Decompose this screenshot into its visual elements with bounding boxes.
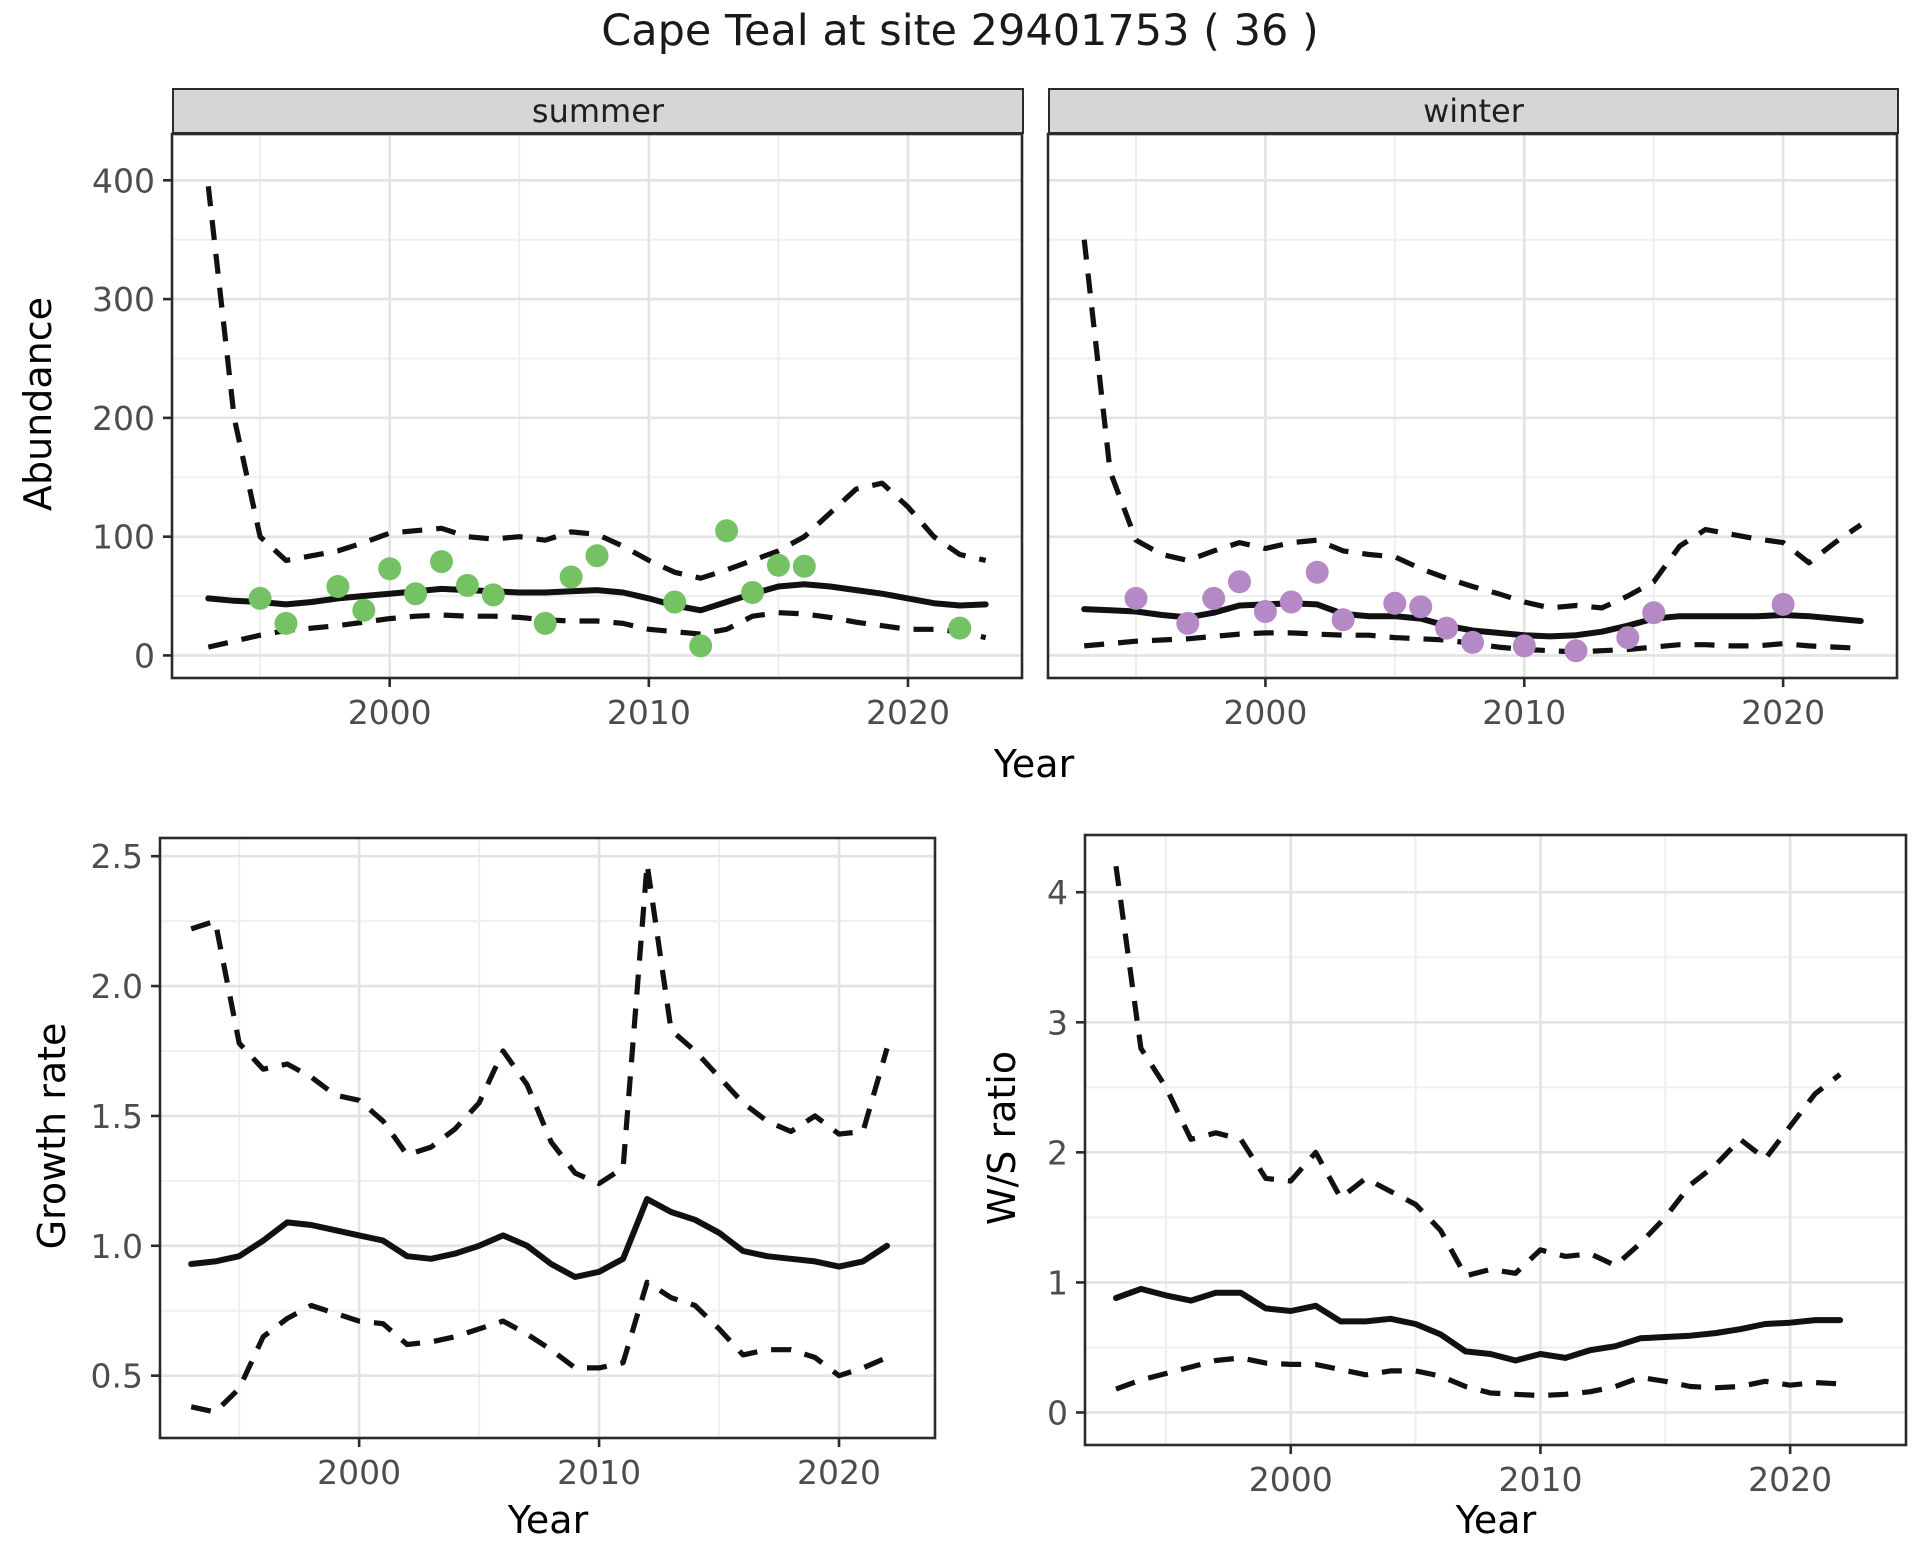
panel-winter-data-point [1228, 570, 1251, 594]
panel-summer-data-point [326, 575, 350, 598]
panel-summer-data-point [559, 565, 583, 589]
panel-summer-data-point [274, 611, 298, 635]
x-axis-title-top: Year [993, 742, 1075, 786]
panel-winter-data-point [1331, 608, 1355, 632]
panel-summer-data-point [663, 590, 687, 614]
panel-winter-border [1046, 132, 1899, 680]
panel-summer-lower-bound-line [207, 610, 987, 650]
panel-winter-data-point [1176, 611, 1200, 635]
y-tick-label: 1 [1047, 1263, 1068, 1302]
y-tick-label: 4 [1047, 873, 1068, 912]
x-tick-label: 2010 [1482, 693, 1566, 732]
x-tick-label: 2000 [1249, 1460, 1333, 1499]
y-tick-label: 1.0 [91, 1227, 143, 1266]
panel-winter-data-point [1305, 560, 1329, 584]
y-tick-label: 1.5 [91, 1097, 143, 1136]
panel-summer-upper-bound-line [205, 186, 987, 581]
x-tick-label: 2000 [317, 1453, 401, 1492]
panel-summer-data-point [378, 557, 402, 581]
panel-growth-upper-bound-line [190, 861, 890, 1187]
panel-winter-data-point [1435, 616, 1459, 640]
y-tick-label: 300 [92, 280, 155, 319]
facet-strip-winter-label: winter [1423, 92, 1524, 130]
panel-winter-fit-line [1081, 600, 1864, 640]
panel-summer-border [170, 132, 1024, 680]
panel-summer-data-point [248, 586, 272, 610]
panel-growth-fit-line [188, 1196, 890, 1280]
x-axis-title-ws-ratio: Year [1455, 1498, 1537, 1542]
y-tick-label: 2.0 [91, 967, 143, 1006]
y-tick-label: 0 [134, 636, 155, 675]
panel-summer-data-point [741, 581, 764, 604]
panel-summer-data-point [715, 519, 739, 543]
facet-strip-summer: summer [172, 88, 1024, 134]
panel-growth-border [158, 836, 937, 1440]
panel-winter-data-point [1124, 586, 1148, 610]
panel-winter-upper-bound-line [1081, 239, 1863, 611]
panel-summer-data-point [792, 554, 816, 578]
panel-summer-data-point [948, 616, 972, 640]
panel-winter-data-point [1512, 634, 1536, 658]
panel-ws-upper-bound-line [1113, 865, 1842, 1279]
panel-winter-data-point [1616, 626, 1640, 650]
y-tick-label: 2.5 [91, 837, 143, 876]
panel-winter-data-point [1564, 639, 1588, 663]
panel-ws-fit-line [1113, 1285, 1844, 1364]
x-tick-label: 2000 [1223, 693, 1307, 732]
x-axis-title-growth-rate: Year [507, 1498, 589, 1542]
panel-summer-data-point [766, 553, 790, 577]
x-tick-label: 2020 [1748, 1460, 1832, 1499]
panel-summer-data-point [481, 583, 505, 607]
panel-ws-lower-bound-line [1115, 1355, 1841, 1399]
panel-summer-data-point [352, 598, 376, 622]
facet-strip-summer-label: summer [531, 92, 665, 130]
x-tick-label: 2020 [1741, 693, 1825, 732]
panel-winter-data-point [1642, 601, 1666, 625]
panel-winter-data-point [1461, 630, 1484, 654]
panel-growth-lower-bound-line [190, 1279, 889, 1415]
y-tick-label: 400 [92, 161, 155, 200]
panel-winter-data-point [1279, 590, 1303, 614]
panel-summer-data-point [430, 550, 453, 574]
x-tick-label: 2010 [557, 1453, 641, 1492]
facet-strip-winter: winter [1048, 88, 1899, 134]
panel-summer-data-point [585, 544, 609, 568]
panel-summer-fit-line [205, 581, 989, 614]
chart-title: Cape Teal at site 29401753 ( 36 ) [601, 6, 1319, 56]
x-tick-label: 2020 [797, 1453, 881, 1492]
panel-winter-data-point [1771, 592, 1795, 616]
panel-winter-data-point [1383, 591, 1407, 615]
panel-summer-data-point [689, 634, 713, 658]
panel-winter-data-point [1409, 595, 1433, 619]
panel-summer-data-point [455, 573, 479, 597]
y-tick-label: 100 [92, 518, 155, 557]
y-tick-label: 0 [1047, 1393, 1068, 1432]
y-tick-label: 200 [92, 399, 155, 438]
panel-summer-data-point [533, 611, 557, 635]
y-tick-label: 2 [1047, 1133, 1068, 1172]
x-tick-label: 2010 [1498, 1460, 1582, 1499]
x-tick-label: 2020 [866, 693, 950, 732]
x-tick-label: 2000 [348, 693, 432, 732]
y-tick-label: 0.5 [91, 1357, 143, 1396]
panel-winter-data-point [1202, 586, 1226, 610]
panel-ws-border [1083, 833, 1908, 1447]
x-tick-label: 2010 [607, 693, 691, 732]
y-tick-label: 3 [1047, 1003, 1068, 1042]
panel-summer-data-point [404, 582, 428, 606]
panel-winter-data-point [1253, 600, 1277, 623]
